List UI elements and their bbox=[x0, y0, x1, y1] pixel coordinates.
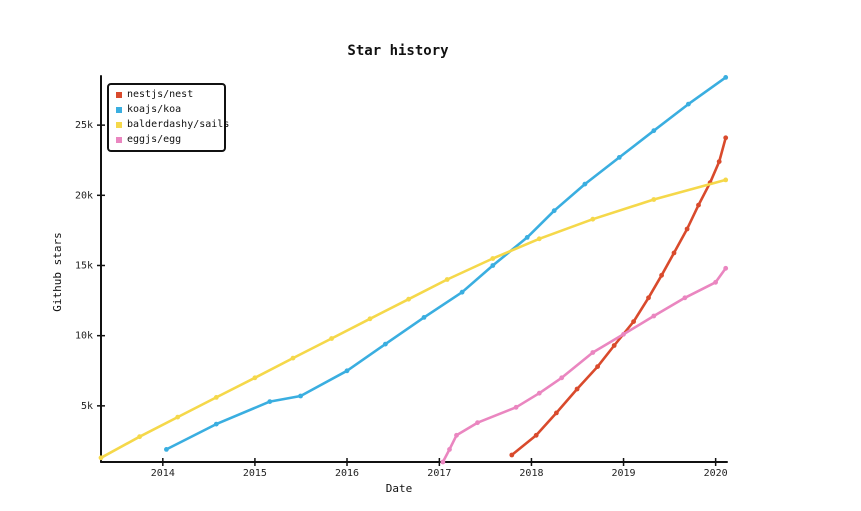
y-tick-label: 20k bbox=[75, 190, 93, 201]
data-point bbox=[574, 386, 580, 392]
data-point bbox=[646, 295, 651, 301]
series-line bbox=[165, 76, 727, 451]
data-point bbox=[559, 375, 565, 381]
series-line bbox=[510, 136, 727, 457]
data-point bbox=[329, 336, 334, 341]
data-point bbox=[367, 316, 373, 322]
axes-group: 5k 10k 15k 20k 25k 2014 2015 2016 2017 2018 2019 20… bbox=[75, 75, 728, 479]
data-point bbox=[590, 216, 596, 222]
legend-swatch bbox=[116, 122, 122, 128]
data-point bbox=[616, 155, 622, 160]
series-layer bbox=[98, 75, 729, 465]
y-tick-label: 25k bbox=[75, 120, 93, 131]
x-tick-label: 2016 bbox=[335, 468, 359, 479]
data-point bbox=[383, 341, 388, 347]
legend-swatch bbox=[116, 92, 122, 98]
series-eggjs-egg bbox=[440, 265, 729, 465]
legend-item-label: nestjs/nest bbox=[127, 89, 193, 100]
data-point bbox=[490, 256, 496, 261]
y-axis-label: Github stars bbox=[51, 232, 64, 311]
data-point bbox=[651, 313, 657, 319]
y-tick-label: 5k bbox=[81, 401, 93, 412]
x-tick-label: 2019 bbox=[612, 468, 636, 479]
data-point bbox=[444, 277, 450, 282]
data-point bbox=[421, 315, 427, 320]
legend-item-label: balderdashy/sails bbox=[127, 119, 229, 130]
legend: nestjs/nest koajs/koa balderdashy/sails egg… bbox=[107, 83, 229, 152]
x-tick-label: 2017 bbox=[427, 468, 451, 479]
legend-swatch bbox=[116, 107, 122, 113]
data-point bbox=[659, 272, 664, 278]
series-nestjs-nest bbox=[509, 135, 729, 458]
series-balderdashy-sails bbox=[98, 177, 729, 461]
x-tick-label: 2014 bbox=[151, 468, 175, 479]
data-point bbox=[684, 226, 690, 232]
data-point bbox=[533, 432, 539, 438]
data-point bbox=[490, 263, 496, 268]
x-tick-label: 2018 bbox=[519, 468, 543, 479]
series-line bbox=[99, 178, 727, 460]
data-point bbox=[716, 159, 722, 165]
data-point bbox=[513, 404, 519, 410]
data-point bbox=[595, 364, 600, 369]
legend-item-label: eggjs/egg bbox=[127, 134, 181, 145]
data-point bbox=[509, 452, 515, 458]
data-point bbox=[454, 432, 459, 438]
y-tick-label: 15k bbox=[75, 260, 93, 271]
data-point bbox=[611, 343, 617, 348]
data-point bbox=[713, 279, 718, 285]
data-point bbox=[723, 135, 729, 141]
series-koajs-koa bbox=[164, 75, 729, 452]
data-point bbox=[696, 202, 701, 208]
data-point bbox=[671, 250, 677, 256]
data-point bbox=[344, 368, 350, 374]
data-point bbox=[621, 331, 626, 337]
data-point bbox=[686, 101, 691, 107]
data-point bbox=[175, 414, 181, 420]
chart-title: Star history bbox=[347, 43, 449, 59]
data-point bbox=[582, 181, 588, 187]
data-point bbox=[213, 395, 219, 400]
data-point bbox=[682, 295, 688, 301]
data-point bbox=[459, 289, 465, 295]
data-point bbox=[631, 319, 636, 324]
data-point bbox=[536, 236, 542, 242]
data-point bbox=[554, 410, 559, 416]
data-point bbox=[213, 421, 219, 427]
data-point bbox=[252, 375, 258, 381]
data-point bbox=[590, 350, 596, 355]
data-point bbox=[290, 355, 296, 361]
y-tick-label: 10k bbox=[75, 331, 93, 342]
legend-box bbox=[107, 83, 226, 152]
data-point bbox=[98, 455, 104, 461]
data-point bbox=[267, 399, 273, 404]
data-point bbox=[137, 434, 143, 440]
data-point bbox=[536, 390, 542, 396]
legend-swatch bbox=[116, 137, 122, 143]
legend-item-label: koajs/koa bbox=[127, 104, 181, 115]
data-point bbox=[551, 208, 557, 214]
data-point bbox=[524, 235, 530, 240]
data-point bbox=[298, 393, 303, 399]
data-point bbox=[651, 197, 657, 202]
data-point bbox=[475, 420, 480, 426]
data-point bbox=[723, 75, 729, 80]
data-point bbox=[406, 296, 411, 302]
data-point bbox=[723, 177, 729, 183]
data-point bbox=[723, 265, 729, 271]
x-tick-label: 2015 bbox=[243, 468, 267, 479]
x-tick-label: 2020 bbox=[704, 468, 728, 479]
data-point bbox=[447, 447, 452, 452]
data-point bbox=[651, 128, 657, 134]
x-axis-label: Date bbox=[386, 482, 413, 495]
data-point bbox=[164, 447, 169, 452]
data-point bbox=[440, 459, 446, 465]
